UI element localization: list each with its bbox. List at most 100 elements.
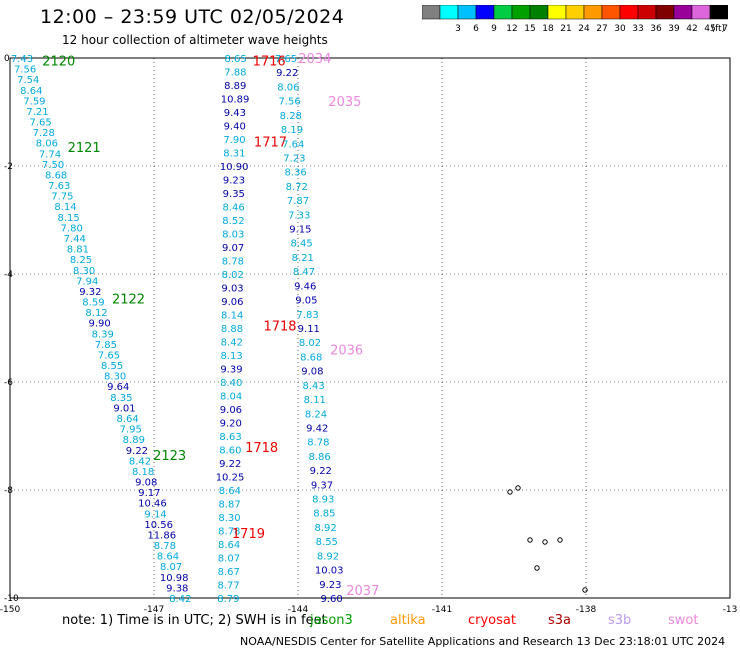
wave-height-label: 8.06 <box>36 139 58 150</box>
satellite-jason3: jason3 <box>310 613 353 628</box>
pass-time-label: 1716 <box>253 55 286 70</box>
wave-height-label: 7.65 <box>30 118 52 129</box>
wave-height-label: 8.68 <box>300 352 322 363</box>
legend-label: 24 <box>578 24 590 34</box>
y-tick-label: -10 <box>4 594 19 604</box>
wave-height-label: 9.17 <box>138 488 160 499</box>
wave-height-label: 9.08 <box>301 367 323 378</box>
wave-height-label: 7.75 <box>51 192 73 203</box>
y-tick-label: -4 <box>4 270 13 280</box>
wave-height-label: 7.94 <box>76 276 98 287</box>
wave-height-label: 8.30 <box>104 372 126 383</box>
plot-frame <box>9 57 731 599</box>
wave-height-label: 8.02 <box>299 338 321 349</box>
wave-height-label: 10.89 <box>221 95 250 106</box>
wave-height-label: 8.25 <box>70 255 92 266</box>
wave-height-label: 8.87 <box>219 500 241 511</box>
pass-time-label: 1719 <box>232 527 265 542</box>
wave-height-label: 7.87 <box>287 196 309 207</box>
wave-height-label: 9.43 <box>224 108 246 119</box>
wave-height-label: 8.36 <box>284 168 306 179</box>
wave-height-label: 9.11 <box>298 324 320 335</box>
pass-time-label: 2035 <box>328 95 361 110</box>
wave-height-label: 8.30 <box>73 266 95 277</box>
wave-height-label: 8.04 <box>220 392 242 403</box>
pass-time-label: 2122 <box>112 292 145 307</box>
x-tick-label: -138 <box>576 605 597 615</box>
wave-height-label: 10.25 <box>216 473 245 484</box>
x-tick-label: -13 <box>723 605 738 615</box>
y-tick-label: -8 <box>4 486 13 496</box>
x-tick-label: -144 <box>288 605 309 615</box>
wave-height-label: 7.90 <box>223 135 245 146</box>
wave-height-label: 9.15 <box>289 225 311 236</box>
wave-height-label: 8.12 <box>85 308 107 319</box>
pass-time-label: 1718 <box>263 319 296 334</box>
wave-height-label: 8.64 <box>218 540 240 551</box>
pass-time-label: 1717 <box>254 136 287 151</box>
wave-height-label: 8.11 <box>304 395 326 406</box>
pass-time-label: 1718 <box>245 441 278 456</box>
legend-label: 36 <box>650 24 662 34</box>
wave-height-label: 9.23 <box>319 580 341 591</box>
wave-height-label: 8.55 <box>101 361 123 372</box>
wave-height-label: 7.33 <box>288 210 310 221</box>
wave-height-label: 9.06 <box>220 405 242 416</box>
wave-height-label: 8.07 <box>218 554 240 565</box>
wave-height-label: 9.40 <box>224 122 246 133</box>
wave-height-label: 7.83 <box>296 310 318 321</box>
wave-height-label: 8.52 <box>222 216 244 227</box>
wave-height-label: 8.64 <box>157 552 179 563</box>
wave-height-label: 7.65 <box>98 350 120 361</box>
wave-height-label: 8.68 <box>45 170 67 181</box>
wave-height-label: 8.92 <box>317 551 339 562</box>
wave-height-label: 8.64 <box>116 414 138 425</box>
island-outline <box>527 537 533 543</box>
wave-height-label: 9.90 <box>89 319 111 330</box>
wave-height-label: 8.78 <box>222 257 244 268</box>
y-tick-label: -2 <box>4 162 13 172</box>
wave-height-label: 9.64 <box>107 382 129 393</box>
wave-height-label: 8.78 <box>307 438 329 449</box>
wave-height-label: 8.13 <box>221 351 243 362</box>
wave-height-label: 7.21 <box>26 107 48 118</box>
legend-label: 70 <box>722 24 728 34</box>
wave-height-label: 9.37 <box>311 480 333 491</box>
wave-height-label: 8.43 <box>302 381 324 392</box>
wave-height-label: 8.86 <box>308 452 330 463</box>
wave-height-label: 8.42 <box>129 456 151 467</box>
wave-height-label: 7.50 <box>42 160 64 171</box>
wave-height-label: 7.44 <box>64 234 86 245</box>
wave-height-label: 9.01 <box>113 403 135 414</box>
wave-height-label: 8.60 <box>219 446 241 457</box>
wave-height-label: 8.45 <box>290 239 312 250</box>
wave-height-label: 8.93 <box>312 495 334 506</box>
wave-height-label: 7.88 <box>224 68 246 79</box>
legend-label: 27 <box>596 24 607 34</box>
wave-height-label: 9.60 <box>320 594 342 605</box>
wave-height-label: 9.03 <box>221 284 243 295</box>
wave-height-label: 8.42 <box>221 338 243 349</box>
wave-height-label: 10.46 <box>138 499 167 510</box>
wave-height-label: 8.03 <box>222 230 244 241</box>
satellite-s3a: s3a <box>548 613 572 628</box>
legend-label: 3 <box>455 24 461 34</box>
island-outline <box>542 539 548 545</box>
wave-height-label: 9.22 <box>126 446 148 457</box>
wave-height-label: 8.19 <box>281 125 303 136</box>
wave-height-label: 10.90 <box>220 162 249 173</box>
pass-time-label: 2036 <box>330 344 363 359</box>
wave-height-label: 8.65 <box>224 54 246 65</box>
wave-height-label: 10.03 <box>315 566 344 577</box>
wave-height-label: 8.14 <box>54 202 76 213</box>
wave-height-label: 8.14 <box>221 311 243 322</box>
x-tick-label: -147 <box>144 605 164 615</box>
wave-height-label: 8.07 <box>160 562 182 573</box>
legend-label: 42 <box>686 24 697 34</box>
wave-height-label: 7.43 <box>11 54 33 65</box>
legend-label: 30 <box>614 24 626 34</box>
pass-time-label: 2037 <box>346 584 379 599</box>
legend-label: 33 <box>632 24 643 34</box>
wave-height-label: 9.08 <box>135 478 157 489</box>
